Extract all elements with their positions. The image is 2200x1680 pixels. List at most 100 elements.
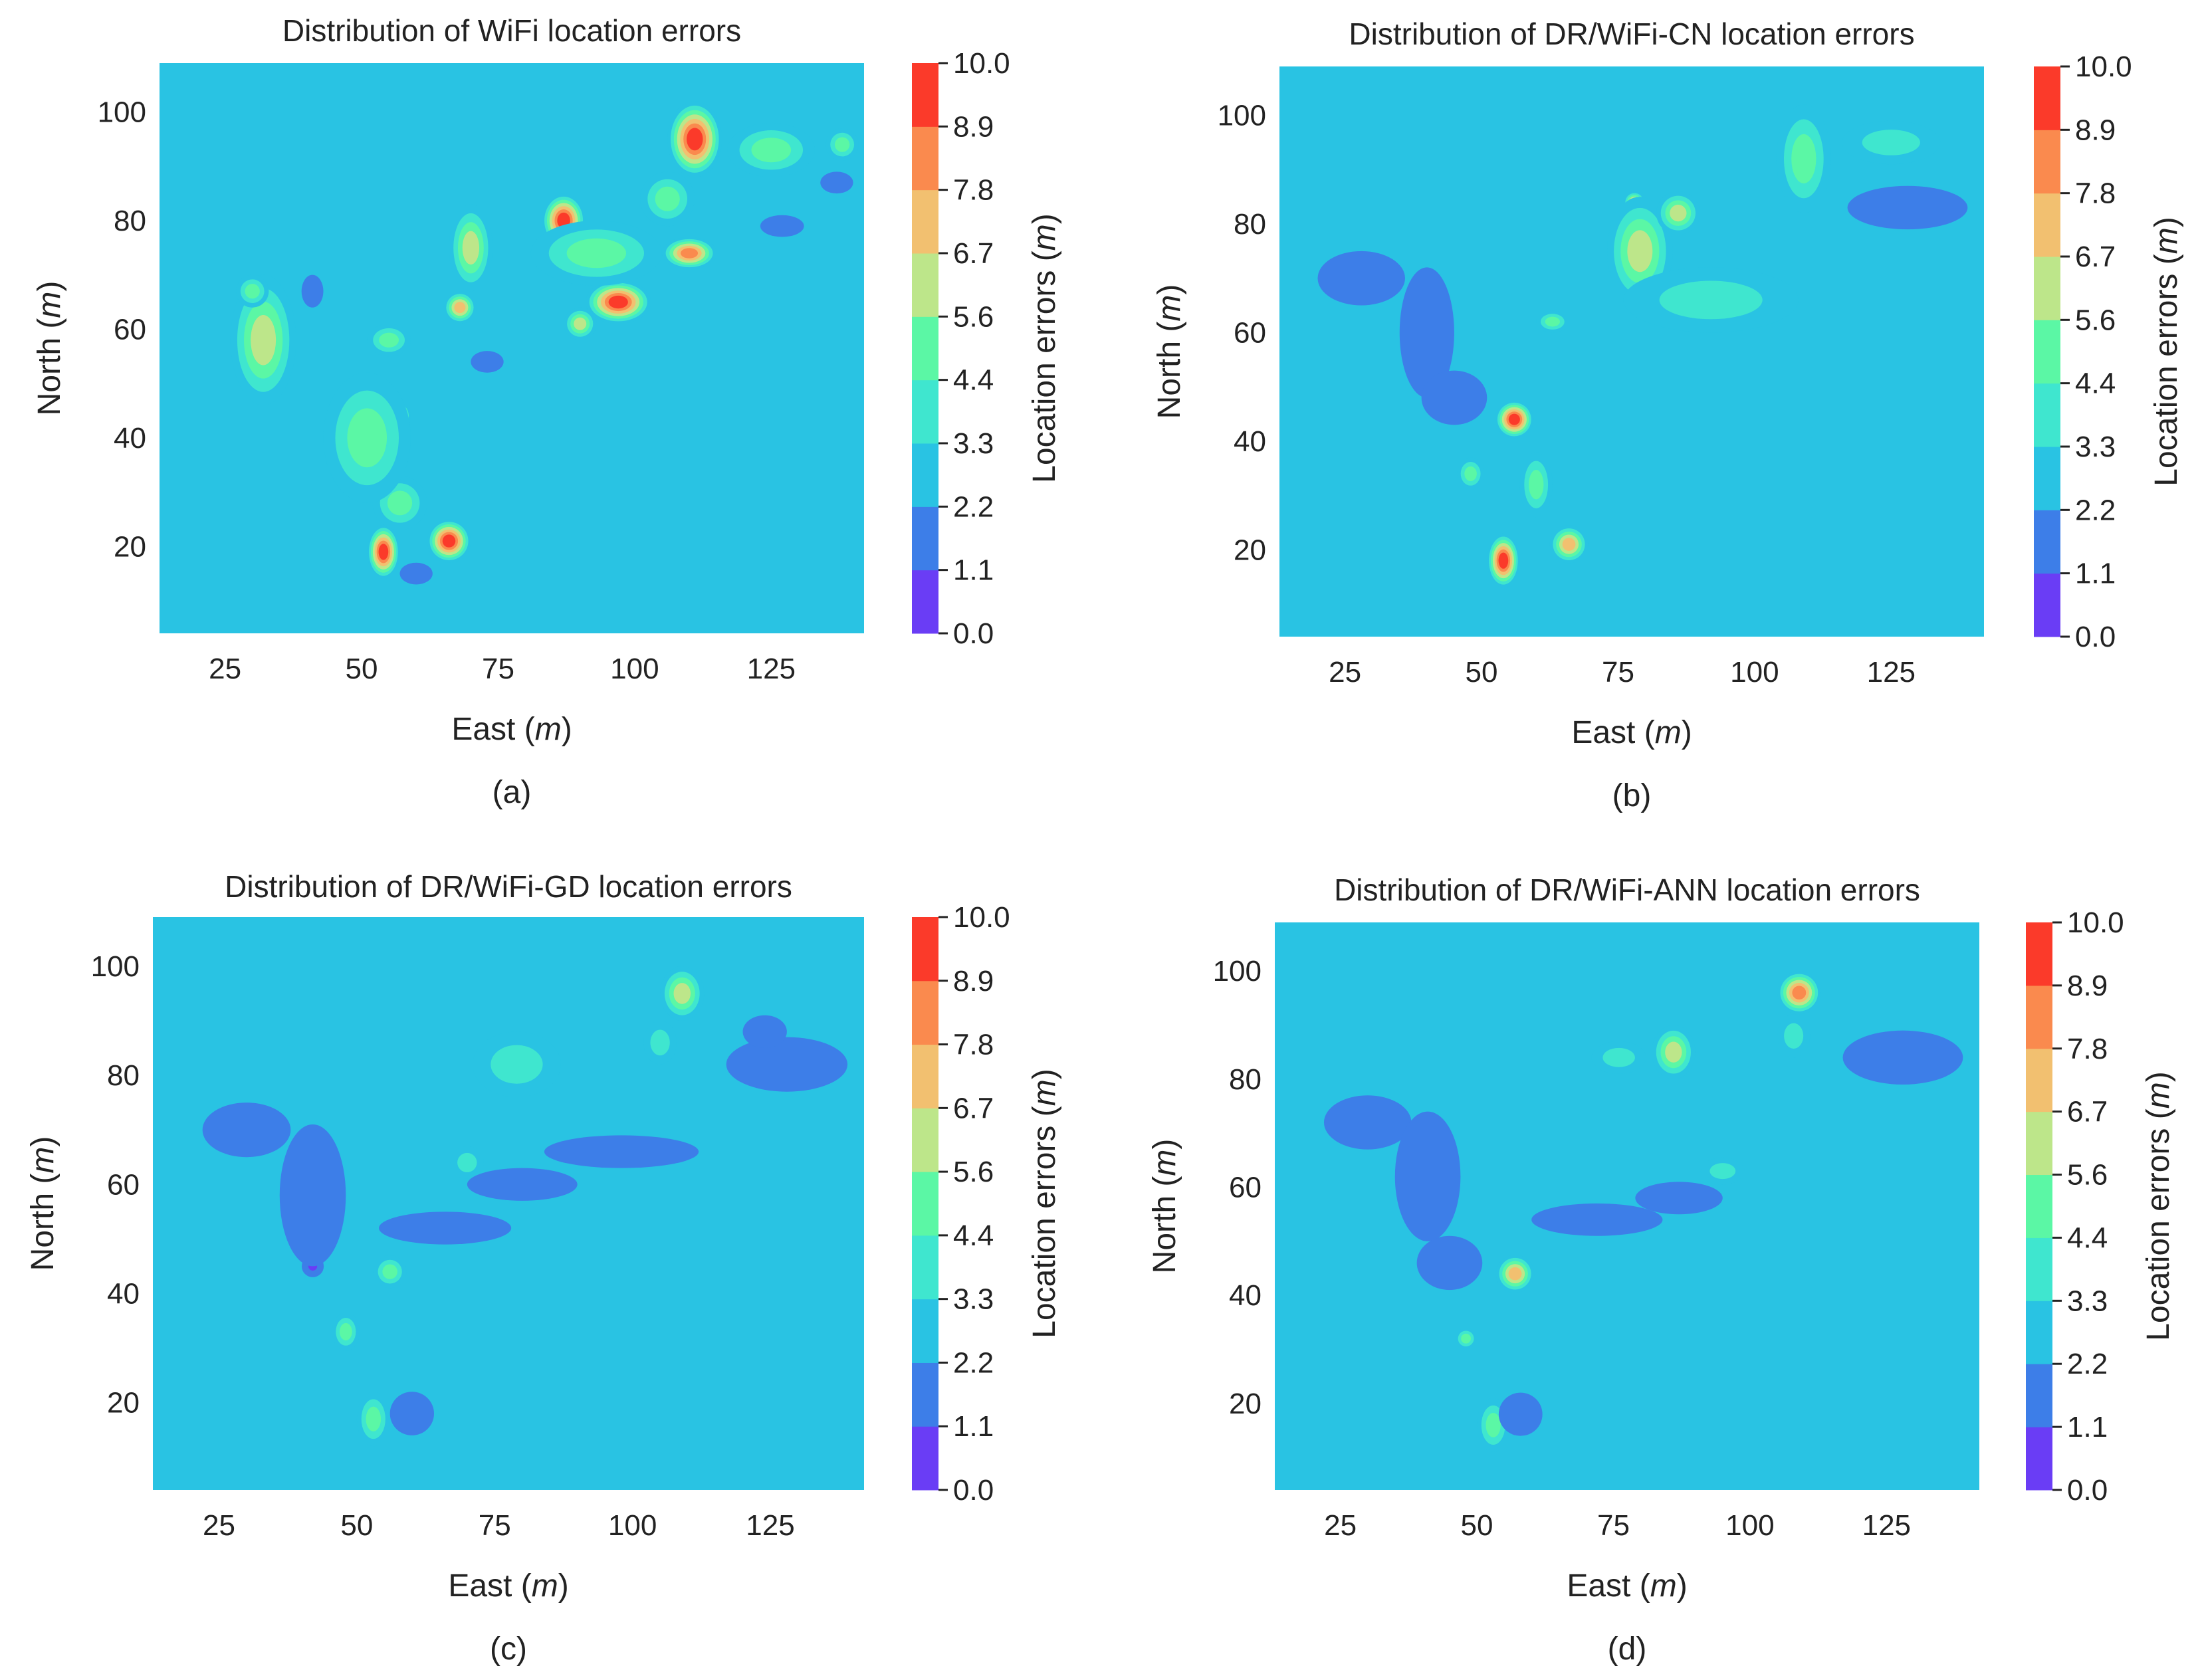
colorbar-label-unit: m — [2141, 1082, 2176, 1108]
contour-band — [1323, 1095, 1412, 1150]
x-axis-label-unit: m — [532, 1568, 558, 1604]
contour-band — [820, 171, 853, 194]
y-axis-label-unit: m — [1147, 1150, 1182, 1176]
chart-title: Distribution of DR/WiFi-CN location erro… — [1349, 17, 1914, 51]
colorbar-band — [2034, 447, 2060, 510]
colorbar-tick-label: 6.7 — [2075, 241, 2116, 273]
colorbar-band — [2026, 1174, 2052, 1238]
subfigure-caption: (c) — [490, 1631, 527, 1667]
contour-band — [681, 248, 699, 259]
colorbar-tick-label: 4.4 — [953, 1219, 994, 1252]
contour-band — [1498, 552, 1509, 569]
contour-band — [650, 1029, 670, 1056]
contour-band — [491, 1045, 543, 1084]
contour-band — [457, 1152, 477, 1172]
colorbar-label-unit: m — [1027, 1079, 1062, 1106]
colorbar-tick-label: 0.0 — [2075, 621, 2116, 653]
colorbar-band — [2034, 130, 2060, 194]
colorbar-band — [2034, 573, 2060, 637]
contour-band — [1784, 1023, 1804, 1049]
colorbar-label-unit: m — [2149, 227, 2184, 254]
y-tick-label: 60 — [114, 313, 146, 346]
contour-band — [1508, 1267, 1522, 1281]
contour-band — [1416, 1235, 1483, 1291]
colorbar-tick-label: 7.8 — [2075, 177, 2116, 210]
y-tick-label: 60 — [107, 1168, 140, 1201]
y-axis-label-unit: m — [1152, 295, 1187, 322]
contour-band — [279, 1124, 346, 1267]
y-tick-label: 80 — [1234, 208, 1266, 241]
colorbar-tick-label: 10.0 — [2075, 51, 2132, 83]
y-tick-label: 20 — [107, 1387, 140, 1419]
x-tick-label: 125 — [747, 653, 796, 685]
colorbar-tick-label: 6.7 — [2067, 1096, 2108, 1128]
colorbar-band — [912, 316, 938, 381]
colorbar-band — [912, 1426, 938, 1491]
colorbar-tick-label: 7.8 — [953, 1029, 994, 1061]
y-axis-label-suffix: ) — [32, 281, 67, 292]
plot-area — [153, 917, 864, 1490]
colorbar-label-unit: m — [1027, 224, 1062, 251]
colorbar-tick-label: 3.3 — [2067, 1285, 2108, 1317]
colorbar-label-prefix: Location errors ( — [1027, 251, 1062, 482]
y-tick-label: 100 — [1213, 955, 1262, 988]
contour-band — [389, 1392, 435, 1435]
colorbar-band — [912, 570, 938, 634]
y-tick-label: 40 — [114, 422, 146, 455]
colorbar-tick-label: 5.6 — [953, 1156, 994, 1188]
x-axis-label: East (m) — [451, 712, 572, 747]
x-axis-label: East (m) — [1571, 715, 1692, 750]
chart-title: Distribution of DR/WiFi-GD location erro… — [225, 869, 792, 904]
colorbar-tick-label: 7.8 — [953, 174, 994, 207]
colorbar-tick-label: 1.1 — [953, 1410, 994, 1443]
colorbar-label-suffix: ) — [2149, 217, 2184, 227]
colorbar-tick-label: 8.9 — [953, 965, 994, 998]
contour-band — [471, 351, 504, 373]
contour-band — [1498, 1392, 1543, 1436]
colorbar-tick-label: 5.6 — [2075, 304, 2116, 336]
contour-band — [655, 186, 680, 211]
colorbar-tick-label: 5.6 — [2067, 1159, 2108, 1192]
y-axis-label-prefix: North ( — [1152, 322, 1187, 419]
contour-band — [1562, 538, 1576, 551]
colorbar-tick-label: 8.9 — [953, 110, 994, 143]
colorbar-tick-label: 2.2 — [953, 490, 994, 523]
x-axis-label-suffix: ) — [558, 1568, 569, 1604]
x-tick-label: 25 — [209, 653, 241, 685]
x-tick-label: 100 — [608, 1509, 657, 1542]
y-axis-label-suffix: ) — [1152, 284, 1187, 295]
colorbar-tick-label: 10.0 — [2067, 906, 2124, 939]
contour-layer — [230, 101, 859, 585]
colorbar-label: Location errors (m) — [1027, 213, 1062, 482]
x-tick-label: 50 — [346, 653, 378, 685]
y-tick-label: 20 — [1229, 1388, 1262, 1420]
y-tick-label: 60 — [1234, 316, 1266, 349]
contour-band — [387, 490, 413, 516]
contour-band — [1461, 1333, 1472, 1344]
x-tick-label: 75 — [479, 1509, 511, 1542]
x-tick-label: 25 — [1324, 1509, 1357, 1542]
x-tick-label: 75 — [482, 653, 514, 685]
x-axis-label-unit: m — [1655, 715, 1682, 750]
colorbar-tick-label: 8.9 — [2067, 970, 2108, 1002]
y-tick-label: 40 — [1234, 425, 1266, 458]
y-tick-label: 100 — [91, 950, 140, 983]
y-axis-label: North (m) — [1152, 284, 1187, 419]
x-tick-label: 50 — [340, 1509, 373, 1542]
y-axis-label-unit: m — [25, 1147, 60, 1174]
contour-band — [442, 534, 456, 548]
colorbar-tick-label: 10.0 — [953, 901, 1010, 934]
colorbar-tick-label: 4.4 — [2075, 368, 2116, 400]
colorbar-band — [912, 1044, 938, 1108]
colorbar-band — [912, 63, 938, 127]
x-axis-label: East (m) — [448, 1568, 568, 1604]
colorbar-tick-label: 1.1 — [2067, 1411, 2108, 1443]
y-tick-label: 40 — [107, 1277, 140, 1310]
contour-band — [760, 215, 804, 237]
colorbar-tick-label: 5.6 — [953, 300, 994, 333]
colorbar-tick-label: 3.3 — [953, 1283, 994, 1316]
contour-band — [1464, 466, 1477, 481]
x-tick-label: 50 — [1466, 656, 1498, 688]
colorbar-band — [2026, 922, 2052, 986]
x-axis-label-prefix: East ( — [1567, 1568, 1650, 1604]
